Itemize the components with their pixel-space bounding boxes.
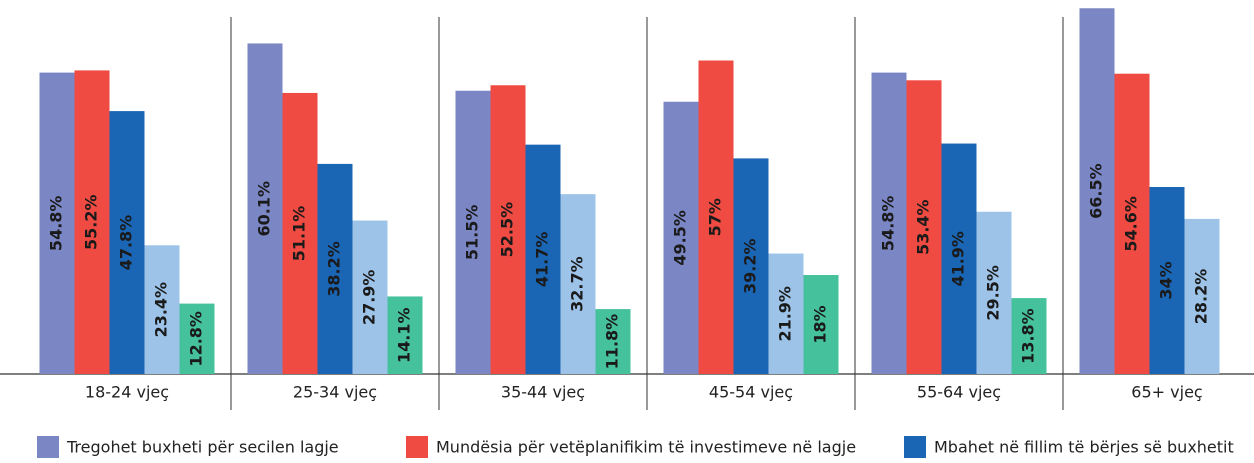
x-tick-label: 25-34 vjeç (293, 383, 377, 402)
bar (74, 70, 110, 375)
value-label: 51.5% (463, 205, 482, 261)
value-label: 66.5% (1087, 163, 1106, 219)
bar (1114, 73, 1150, 374)
value-label: 39.2% (741, 238, 760, 294)
value-label: 21.9% (776, 286, 795, 342)
bar (387, 296, 423, 374)
value-label: 54.6% (1122, 196, 1141, 252)
bar (698, 60, 734, 374)
value-label: 52.5% (498, 202, 517, 258)
value-label: 28.2% (1192, 269, 1211, 325)
value-label: 41.7% (533, 232, 552, 288)
bar (733, 158, 769, 374)
value-label: 55.2% (82, 194, 101, 250)
value-label: 23.4% (152, 282, 171, 338)
value-label: 38.2% (325, 241, 344, 297)
value-label: 13.8% (1019, 308, 1038, 364)
bar (455, 90, 491, 374)
value-label: 12.8% (187, 311, 206, 367)
bar (1011, 298, 1047, 374)
bar (1149, 187, 1185, 374)
value-label: 18% (811, 305, 830, 343)
value-label: 57% (706, 198, 725, 236)
bar (976, 211, 1012, 374)
bar (490, 85, 526, 374)
value-label: 51.1% (290, 206, 309, 262)
bar (247, 43, 283, 374)
legend-swatch (37, 436, 59, 458)
x-tick-label: 18-24 vjeç (85, 383, 169, 402)
x-tick-label: 35-44 vjeç (501, 383, 585, 402)
bar (768, 253, 804, 374)
value-label: 27.9% (360, 270, 379, 326)
bar (39, 72, 75, 374)
bar (1079, 8, 1115, 374)
x-tick-label: 45-54 vjeç (709, 383, 793, 402)
bar (871, 72, 907, 374)
legend-label: Tregohet buxheti për secilen lagje (66, 438, 339, 457)
bar (595, 309, 631, 374)
value-label: 60.1% (255, 181, 274, 237)
bar (282, 92, 318, 374)
value-label: 11.8% (603, 314, 622, 370)
value-label: 54.8% (879, 196, 898, 252)
bar (179, 303, 215, 374)
bar (317, 163, 353, 374)
value-label: 41.9% (949, 231, 968, 287)
value-label: 47.8% (117, 215, 136, 271)
legend-swatch (904, 436, 926, 458)
value-label: 29.5% (984, 265, 1003, 321)
bar (352, 220, 388, 374)
legend-label: Mundësia për vetëplanifikim të investime… (436, 438, 856, 457)
value-label: 32.7% (568, 256, 587, 312)
x-tick-label: 65+ vjeç (1131, 383, 1202, 402)
value-label: 49.5% (671, 210, 690, 266)
bar (109, 111, 145, 374)
bar (906, 80, 942, 375)
value-label: 34% (1157, 261, 1176, 299)
legend-swatch (406, 436, 428, 458)
bar (941, 143, 977, 374)
legend-label: Mbahet në fillim të bërjes së buxhetit (934, 438, 1234, 457)
value-label: 53.4% (914, 199, 933, 255)
bar (803, 275, 839, 374)
bar (1184, 218, 1220, 374)
bar (525, 144, 561, 374)
bar (560, 194, 596, 374)
bar (144, 245, 180, 374)
value-label: 14.1% (395, 307, 414, 363)
bar (663, 101, 699, 374)
x-tick-label: 55-64 vjeç (917, 383, 1001, 402)
value-label: 54.8% (47, 196, 66, 252)
